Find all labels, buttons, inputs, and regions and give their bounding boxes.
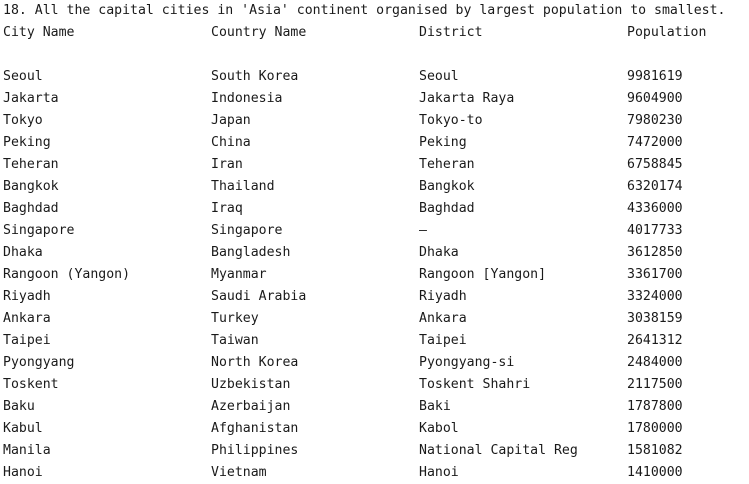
city-cell: Peking [3, 135, 51, 150]
country-cell: Philippines [211, 443, 299, 458]
district-cell: Taipei [419, 333, 467, 348]
country-cell: Afghanistan [211, 421, 299, 436]
district-cell: Ankara [419, 311, 467, 326]
country-cell: Myanmar [211, 267, 267, 282]
city-cell: Baku [3, 399, 35, 414]
population-cell: 6758845 [627, 157, 683, 172]
population-cell: 4336000 [627, 201, 683, 216]
country-cell: Thailand [211, 179, 275, 194]
city-cell: Rangoon (Yangon) [3, 267, 131, 282]
city-cell: Kabul [3, 421, 43, 436]
population-cell: 3361700 [627, 267, 683, 282]
country-cell: Indonesia [211, 91, 283, 106]
city-cell: Toskent [3, 377, 59, 392]
district-cell: Seoul [419, 69, 459, 84]
header-district: District [419, 25, 483, 40]
district-cell: Teheran [419, 157, 475, 172]
city-cell: Pyongyang [3, 355, 75, 370]
district-cell: Baki [419, 399, 451, 414]
city-cell: Tokyo [3, 113, 43, 128]
district-cell: Jakarta Raya [419, 91, 515, 106]
query-title: 18. All the capital cities in 'Asia' con… [3, 3, 726, 18]
population-cell: 2484000 [627, 355, 683, 370]
population-cell: 7980230 [627, 113, 683, 128]
country-cell: Bangladesh [211, 245, 291, 260]
population-cell: 9604900 [627, 91, 683, 106]
district-cell: National Capital Reg [419, 443, 578, 458]
country-cell: Taiwan [211, 333, 259, 348]
district-cell: Bangkok [419, 179, 475, 194]
district-cell: Hanoi [419, 465, 459, 480]
district-cell: Pyongyang-si [419, 355, 515, 370]
city-cell: Bangkok [3, 179, 59, 194]
city-cell: Hanoi [3, 465, 43, 480]
population-cell: 4017733 [627, 223, 683, 238]
country-cell: China [211, 135, 251, 150]
population-cell: 2641312 [627, 333, 683, 348]
header-population: Population [627, 25, 707, 40]
district-cell: Baghdad [419, 201, 475, 216]
population-cell: 6320174 [627, 179, 683, 194]
district-cell: Rangoon [Yangon] [419, 267, 547, 282]
country-cell: Iran [211, 157, 243, 172]
population-cell: 7472000 [627, 135, 683, 150]
population-cell: 3038159 [627, 311, 683, 326]
city-cell: Baghdad [3, 201, 59, 216]
header-city-name: City Name [3, 25, 75, 40]
table-header-row: City Name Country Name District Populati… [3, 22, 706, 44]
country-cell: Vietnam [211, 465, 267, 480]
district-cell: Riyadh [419, 289, 467, 304]
city-cell: Ankara [3, 311, 51, 326]
district-cell: Tokyo-to [419, 113, 483, 128]
city-cell: Taipei [3, 333, 51, 348]
population-cell: 3612850 [627, 245, 683, 260]
city-cell: Seoul [3, 69, 43, 84]
population-cell: 2117500 [627, 377, 683, 392]
population-cell: 9981619 [627, 69, 683, 84]
district-cell: – [419, 223, 427, 238]
country-cell: Azerbaijan [211, 399, 291, 414]
district-cell: Kabol [419, 421, 459, 436]
country-cell: Iraq [211, 201, 243, 216]
country-cell: North Korea [211, 355, 299, 370]
population-cell: 1787800 [627, 399, 683, 414]
city-cell: Jakarta [3, 91, 59, 106]
district-cell: Dhaka [419, 245, 459, 260]
population-cell: 3324000 [627, 289, 683, 304]
district-cell: Toskent Shahri [419, 377, 531, 392]
country-cell: Uzbekistan [211, 377, 291, 392]
city-cell: Teheran [3, 157, 59, 172]
header-country-name: Country Name [211, 25, 307, 40]
city-cell: Dhaka [3, 245, 43, 260]
country-cell: Singapore [211, 223, 283, 238]
population-cell: 1780000 [627, 421, 683, 436]
city-cell: Singapore [3, 223, 75, 238]
country-cell: Saudi Arabia [211, 289, 307, 304]
country-cell: Turkey [211, 311, 259, 326]
country-cell: South Korea [211, 69, 299, 84]
district-cell: Peking [419, 135, 467, 150]
country-cell: Japan [211, 113, 251, 128]
population-cell: 1581082 [627, 443, 683, 458]
city-cell: Manila [3, 443, 51, 458]
city-cell: Riyadh [3, 289, 51, 304]
population-cell: 1410000 [627, 465, 683, 480]
